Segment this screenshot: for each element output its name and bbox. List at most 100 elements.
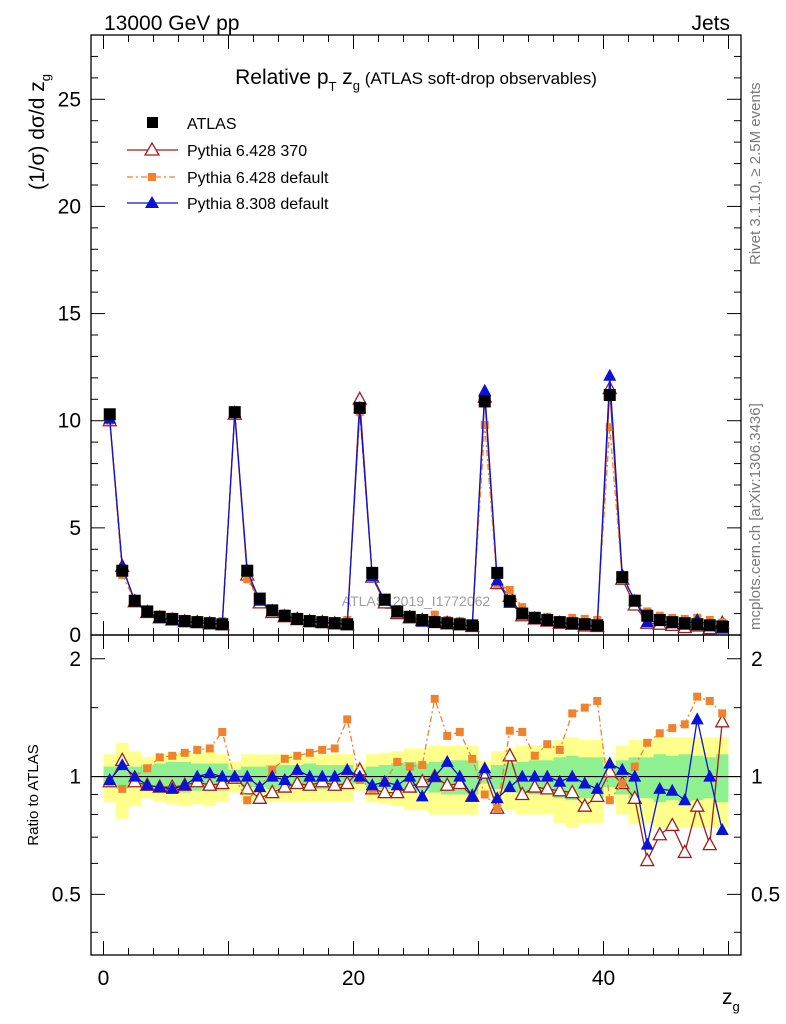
data-point xyxy=(505,586,514,594)
ratio-point xyxy=(564,784,580,799)
y-axis-label: (1/σ) dσ/d zg xyxy=(26,74,53,190)
y-tick-label: 20 xyxy=(58,195,81,218)
ratio-point xyxy=(305,748,314,757)
ratio-point xyxy=(390,778,404,791)
data-point xyxy=(391,605,404,618)
ratio-point xyxy=(228,769,242,782)
ratio-point xyxy=(414,773,430,788)
data-point xyxy=(378,593,391,606)
ratio-plot-panel: 0.5 0.5 1 1 2 2 0 20 40 Ratio to ATLAS zg xyxy=(25,634,780,1014)
ratio-point xyxy=(439,776,455,791)
legend-marker-square-icon xyxy=(147,117,158,128)
ratio-point xyxy=(453,769,467,782)
ratio-point xyxy=(428,769,442,782)
ratio-point xyxy=(568,709,577,718)
ratio-point xyxy=(293,751,302,760)
ratio-point xyxy=(690,712,704,725)
ratio-point xyxy=(455,727,464,736)
data-point xyxy=(266,604,279,617)
ratio-point xyxy=(553,774,567,787)
ratio-point xyxy=(265,769,279,782)
y-tick-label: 0 xyxy=(69,624,81,647)
ratio-point xyxy=(203,766,217,779)
data-point xyxy=(478,383,492,396)
ratio-point xyxy=(103,772,117,785)
ratio-point xyxy=(468,754,477,763)
ratio-point xyxy=(593,696,602,705)
data-point xyxy=(166,612,179,625)
ratio-point xyxy=(214,775,230,790)
y-axis-label-text: (1/σ) dσ/d z xyxy=(26,81,49,190)
ratio-tick-label-right: 2 xyxy=(751,648,763,671)
y-tick-label: 15 xyxy=(58,303,81,326)
legend-label-atlas: ATLAS xyxy=(187,116,237,133)
inner-band xyxy=(691,755,704,801)
ratio-point xyxy=(202,776,218,791)
data-point xyxy=(291,612,304,625)
data-point xyxy=(416,614,429,626)
ratio-point xyxy=(578,776,592,789)
ratio-point xyxy=(277,778,293,793)
ratio-point xyxy=(714,713,730,728)
ratio-y-axis: 0.5 0.5 1 1 2 2 xyxy=(52,648,780,933)
data-point xyxy=(603,389,616,401)
ratio-point xyxy=(518,727,527,736)
ratio-point xyxy=(465,789,479,802)
data-point xyxy=(503,594,516,607)
data-point xyxy=(103,408,116,421)
ratio-point xyxy=(615,762,629,775)
ratio-point xyxy=(405,762,414,771)
data-point xyxy=(203,617,216,630)
legend-marker-open-triangle-icon xyxy=(143,141,161,156)
ratio-point xyxy=(339,775,355,790)
ratio-point xyxy=(415,789,429,802)
ratio-point xyxy=(240,769,254,782)
data-point xyxy=(191,616,204,629)
ratio-point xyxy=(577,797,593,812)
ratio-point xyxy=(303,769,317,782)
ratio-point xyxy=(580,703,589,712)
ratio-point xyxy=(443,731,452,740)
data-point xyxy=(628,594,641,607)
legend-entry-pythia6-default: Pythia 6.428 default xyxy=(127,170,329,187)
y-tick-label: 25 xyxy=(58,88,81,111)
y-tick-label: 5 xyxy=(69,517,81,540)
x-axis-label: zg xyxy=(722,986,740,1014)
data-point xyxy=(490,573,504,586)
data-point xyxy=(491,566,504,579)
ratio-point xyxy=(140,778,154,791)
legend-label-pythia8: Pythia 8.308 default xyxy=(187,196,329,213)
ratio-point xyxy=(205,744,214,753)
data-point xyxy=(541,614,554,626)
ratio-point xyxy=(115,758,129,771)
ratio-point xyxy=(430,694,439,703)
energy-label: 13000 GeV pp xyxy=(104,12,239,35)
ratio-point xyxy=(278,772,292,785)
ratio-point xyxy=(243,796,252,805)
x-tick-label: 0 xyxy=(98,967,110,990)
ratio-point xyxy=(705,696,714,705)
ratio-point xyxy=(543,740,552,749)
ratio-point xyxy=(552,782,568,797)
ratio-point xyxy=(702,836,718,851)
data-point xyxy=(703,619,716,632)
data-point xyxy=(178,615,191,628)
main-y-axis: 0 5 10 15 20 25 xyxy=(58,35,741,647)
ratio-point xyxy=(530,751,539,760)
ratio-point xyxy=(490,791,504,804)
ratio-point xyxy=(280,754,289,763)
x-axis-label-sub: g xyxy=(733,999,740,1014)
ratio-y-axis-label: Ratio to ATLAS xyxy=(25,744,42,845)
ratio-point xyxy=(539,780,555,795)
ratio-point xyxy=(678,793,692,806)
ratio-point xyxy=(403,769,417,782)
ratio-point xyxy=(589,788,605,803)
y-axis-label-sub: g xyxy=(38,74,53,81)
ratio-tick-label-right: 0.5 xyxy=(751,883,780,906)
ratio-point xyxy=(639,852,655,867)
legend-entry-pythia8: Pythia 8.308 default xyxy=(127,196,329,213)
ratio-tick-label: 0.5 xyxy=(52,883,81,906)
data-point xyxy=(641,609,654,622)
x-tick-label: 20 xyxy=(342,967,365,990)
